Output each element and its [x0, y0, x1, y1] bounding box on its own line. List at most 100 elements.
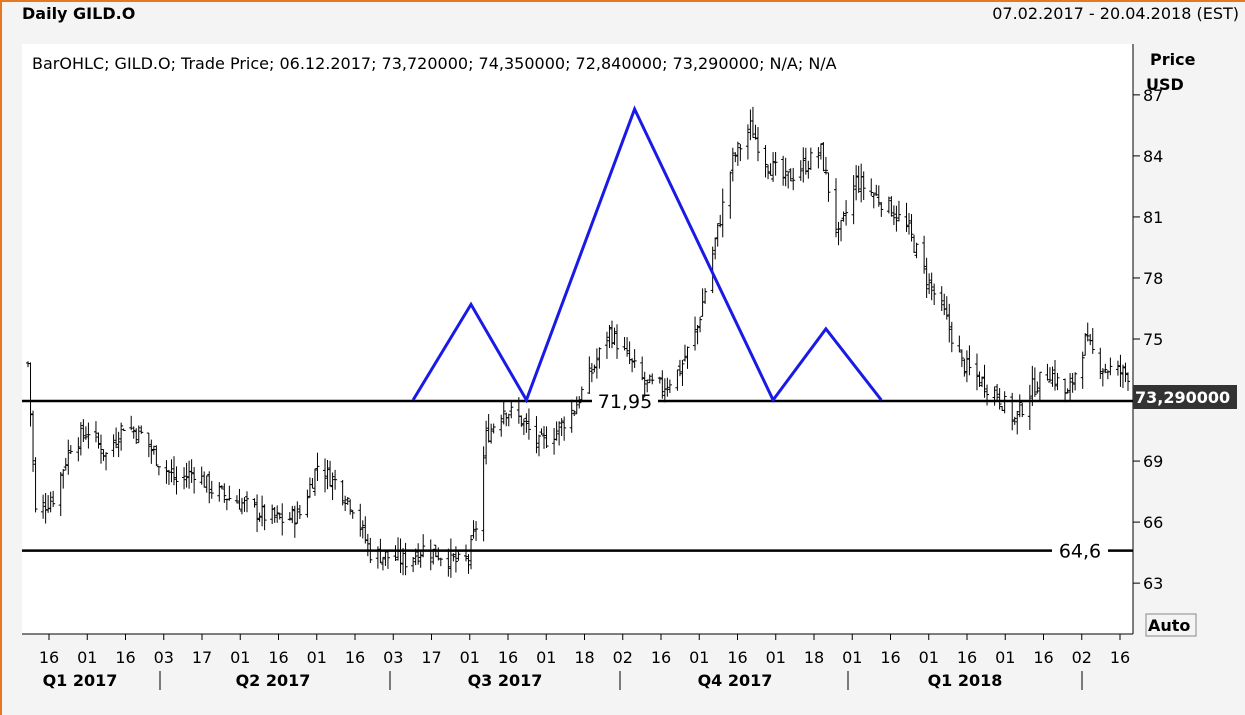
ohlc-bar: [720, 188, 725, 238]
ohlc-bar: [879, 202, 884, 217]
ohlc-bar: [1118, 354, 1123, 387]
ohlc-bar: [982, 364, 987, 398]
ohlc-bar: [129, 415, 134, 431]
ohlc-bar: [519, 415, 524, 427]
ohlc-bar: [416, 543, 421, 565]
ohlc-bar: [340, 479, 345, 506]
ohlc-bar: [728, 171, 733, 219]
date-range: 07.02.2017 - 20.04.2018 (EST): [992, 4, 1239, 23]
ohlc-bar: [949, 321, 954, 353]
auto-scale-button[interactable]: Auto: [1145, 613, 1197, 637]
ohlc-bar: [801, 147, 806, 183]
ohlc-bar: [48, 491, 53, 513]
ohlc-bar: [738, 143, 743, 162]
ohlc-bar: [270, 504, 275, 524]
ohlc-bar: [350, 509, 355, 519]
time-tick-label: 02: [1072, 648, 1092, 667]
ohlc-bar: [597, 347, 602, 369]
ohlc-bar: [521, 418, 526, 435]
ohlc-bar: [1063, 378, 1068, 403]
ohlc-bar: [121, 428, 126, 432]
ohlc-bar: [98, 434, 103, 464]
ohlc-bar: [509, 401, 514, 419]
ohlc-bar: [554, 421, 559, 441]
ohlc-bar: [28, 362, 33, 427]
ohlc-bar: [393, 545, 398, 561]
ohlc-bar: [146, 432, 151, 458]
ohlc-bar: [262, 504, 267, 531]
ohlc-bar: [136, 425, 141, 444]
time-tick-label: 01: [919, 648, 939, 667]
ohlc-bar: [977, 371, 982, 387]
ohlc-bar: [924, 257, 929, 298]
time-axis: 16 01 16 03 17 01 16 01 16 03 17 01 16 01 18 02 16 01 16 01…: [39, 634, 1130, 690]
ohlc-bar: [703, 288, 708, 304]
ohlc-bar: [78, 422, 83, 456]
time-tick-label: 16: [39, 648, 59, 667]
time-tick-label: 01: [689, 648, 709, 667]
ohlc-bar: [171, 456, 176, 486]
quarter-label: Q4 2017: [698, 671, 773, 690]
ohlc-bar: [1120, 364, 1125, 388]
ohlc-bar: [957, 335, 962, 353]
ohlc-bar: [791, 167, 796, 191]
ohlc-bar: [572, 410, 577, 416]
ohlc-bar: [463, 544, 468, 562]
ohlc-bar: [174, 466, 179, 495]
ohlc-bar: [647, 374, 652, 384]
ohlc-bar: [66, 439, 71, 475]
ohlc-bar: [929, 272, 934, 301]
ohlc-bar: [1027, 384, 1032, 430]
ohlc-bar: [907, 212, 912, 235]
ohlc-bar: [272, 506, 277, 523]
ohlc-bar: [594, 348, 599, 379]
ohlc-bar: [380, 556, 385, 571]
ohlc-bar: [821, 142, 826, 172]
ohlc-bar: [257, 512, 262, 522]
ohlc-bar: [886, 196, 891, 214]
ohlc-bar: [1108, 357, 1113, 376]
ohlc-bar: [227, 485, 232, 501]
ohlc-bar: [1050, 366, 1055, 387]
ohlc-bar: [733, 152, 738, 163]
ohlc-bar: [333, 469, 338, 490]
ohlc-bar: [222, 483, 227, 503]
time-tick-label: 16: [727, 648, 747, 667]
price-tick-label: 81: [1143, 208, 1163, 227]
ohlc-bar: [816, 147, 821, 169]
ohlc-bar: [104, 452, 109, 471]
info-line: BarOHLC; GILD.O; Trade Price; 06.12.2017…: [32, 54, 837, 73]
plot-area[interactable]: [22, 44, 1133, 634]
ohlc-bar: [839, 219, 844, 242]
ohlc-bar: [753, 124, 758, 140]
quarter-label: Q2 2017: [236, 671, 311, 690]
ohlc-bar: [874, 184, 879, 196]
ohlc-bar: [295, 501, 300, 524]
ohlc-bar: [768, 163, 773, 176]
ohlc-bar: [861, 171, 866, 200]
ohlc-bar: [750, 106, 755, 139]
ohlc-bar: [922, 235, 927, 274]
ohlc-bar: [657, 376, 662, 384]
ohlc-bar: [119, 422, 124, 451]
ohlc-bar: [876, 185, 881, 207]
ohlc-bar: [562, 416, 567, 441]
ohlc-bar: [964, 350, 969, 383]
ohlc-bar: [589, 363, 594, 383]
ohlc-bar: [189, 459, 194, 483]
auto-button-box[interactable]: [1145, 613, 1197, 637]
ohlc-bar: [360, 520, 365, 539]
ohlc-bar: [539, 428, 544, 435]
ohlc-bar: [786, 171, 791, 189]
auto-button-label[interactable]: Auto: [1148, 616, 1190, 635]
ohlc-bar: [642, 371, 647, 398]
ohlc-bar: [851, 175, 856, 225]
ohlc-bar: [685, 346, 690, 369]
ohlc-bar: [871, 192, 876, 209]
ohlc-bar: [854, 165, 859, 201]
quarter-label: Q3 2017: [468, 671, 543, 690]
ohlc-bar: [499, 414, 504, 437]
ohlc-bar: [841, 211, 846, 222]
ohlc-bar: [645, 379, 650, 393]
